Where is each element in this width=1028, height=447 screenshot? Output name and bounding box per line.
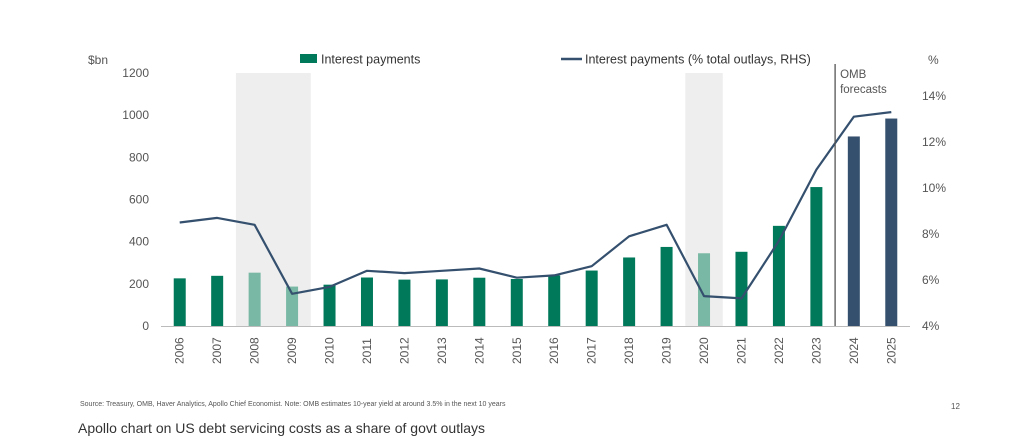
x-tick-label: 2008 (248, 337, 262, 364)
line-series (179, 111, 892, 300)
y-left-tick-label: 1200 (122, 66, 149, 80)
bar (623, 257, 636, 326)
y-right-tick-label: 10% (922, 181, 946, 195)
y-left-tick-label: 200 (129, 277, 149, 291)
y-right-tick-label: 14% (922, 89, 946, 103)
x-tick-label: 2014 (472, 337, 486, 364)
x-tick-label: 2006 (173, 337, 187, 364)
y-right-axis-label: % (928, 53, 939, 67)
bar (735, 251, 748, 326)
chart-caption: Apollo chart on US debt servicing costs … (78, 420, 485, 436)
x-tick-label: 2012 (397, 337, 411, 364)
y-left-axis-label: $bn (88, 53, 108, 67)
x-tick-label: 2007 (210, 337, 224, 364)
x-tick-label: 2023 (809, 337, 823, 364)
forecast-label: OMB (840, 69, 867, 81)
bar (548, 275, 561, 326)
x-tick-label: 2017 (585, 337, 599, 364)
x-tick-label: 2011 (360, 338, 374, 364)
x-tick-label: 2020 (697, 337, 711, 364)
bar (173, 278, 186, 326)
x-tick-label: 2019 (660, 337, 674, 364)
bar (286, 286, 299, 326)
bar (323, 284, 336, 326)
y-left-tick-label: 600 (129, 193, 149, 207)
y-left-tick-label: 1000 (122, 108, 149, 122)
x-tick-label: 2022 (772, 337, 786, 364)
bar (473, 277, 486, 326)
x-tick-label: 2025 (884, 337, 898, 364)
forecast-label: forecasts (840, 84, 887, 96)
x-tick-label: 2010 (323, 337, 337, 364)
x-tick-label: 2024 (847, 337, 861, 364)
page-number: 12 (951, 402, 960, 411)
legend-swatch-bar (300, 54, 317, 63)
x-tick-label: 2015 (510, 337, 524, 364)
y-right-tick-label: 8% (922, 227, 940, 241)
legend-label-bar: Interest payments (321, 53, 420, 67)
x-tick-label: 2018 (622, 337, 636, 364)
bar (510, 278, 523, 326)
source-note: Source: Treasury, OMB, Haver Analytics, … (80, 401, 506, 408)
x-tick-label: 2009 (285, 337, 299, 364)
bar (847, 136, 860, 326)
bar (885, 118, 898, 326)
bar (398, 279, 411, 326)
y-left-tick-label: 0 (142, 319, 149, 333)
bar (585, 270, 598, 326)
bar (360, 277, 373, 326)
x-tick-label: 2016 (547, 337, 561, 364)
y-left-tick-label: 400 (129, 235, 149, 249)
legend-label-line: Interest payments (% total outlays, RHS) (585, 53, 811, 67)
y-right-tick-label: 12% (922, 135, 946, 149)
chart: 0 200 400 600 800 1000 1200 $bn 4% 6% 8% 10% 12% 14%%… (88, 53, 946, 365)
x-tick-label: 2021 (734, 337, 748, 364)
bar (772, 225, 785, 326)
bar (810, 187, 823, 326)
bar (211, 275, 224, 326)
y-left-tick-label: 800 (129, 150, 149, 164)
bar (248, 272, 261, 326)
bar (698, 253, 711, 326)
recession-shading (235, 73, 311, 326)
x-tick-label: 2013 (435, 337, 449, 364)
y-right-tick-label: 4% (922, 319, 940, 333)
y-right-tick-label: 6% (922, 273, 940, 287)
bar (435, 279, 448, 326)
bar (660, 246, 673, 326)
